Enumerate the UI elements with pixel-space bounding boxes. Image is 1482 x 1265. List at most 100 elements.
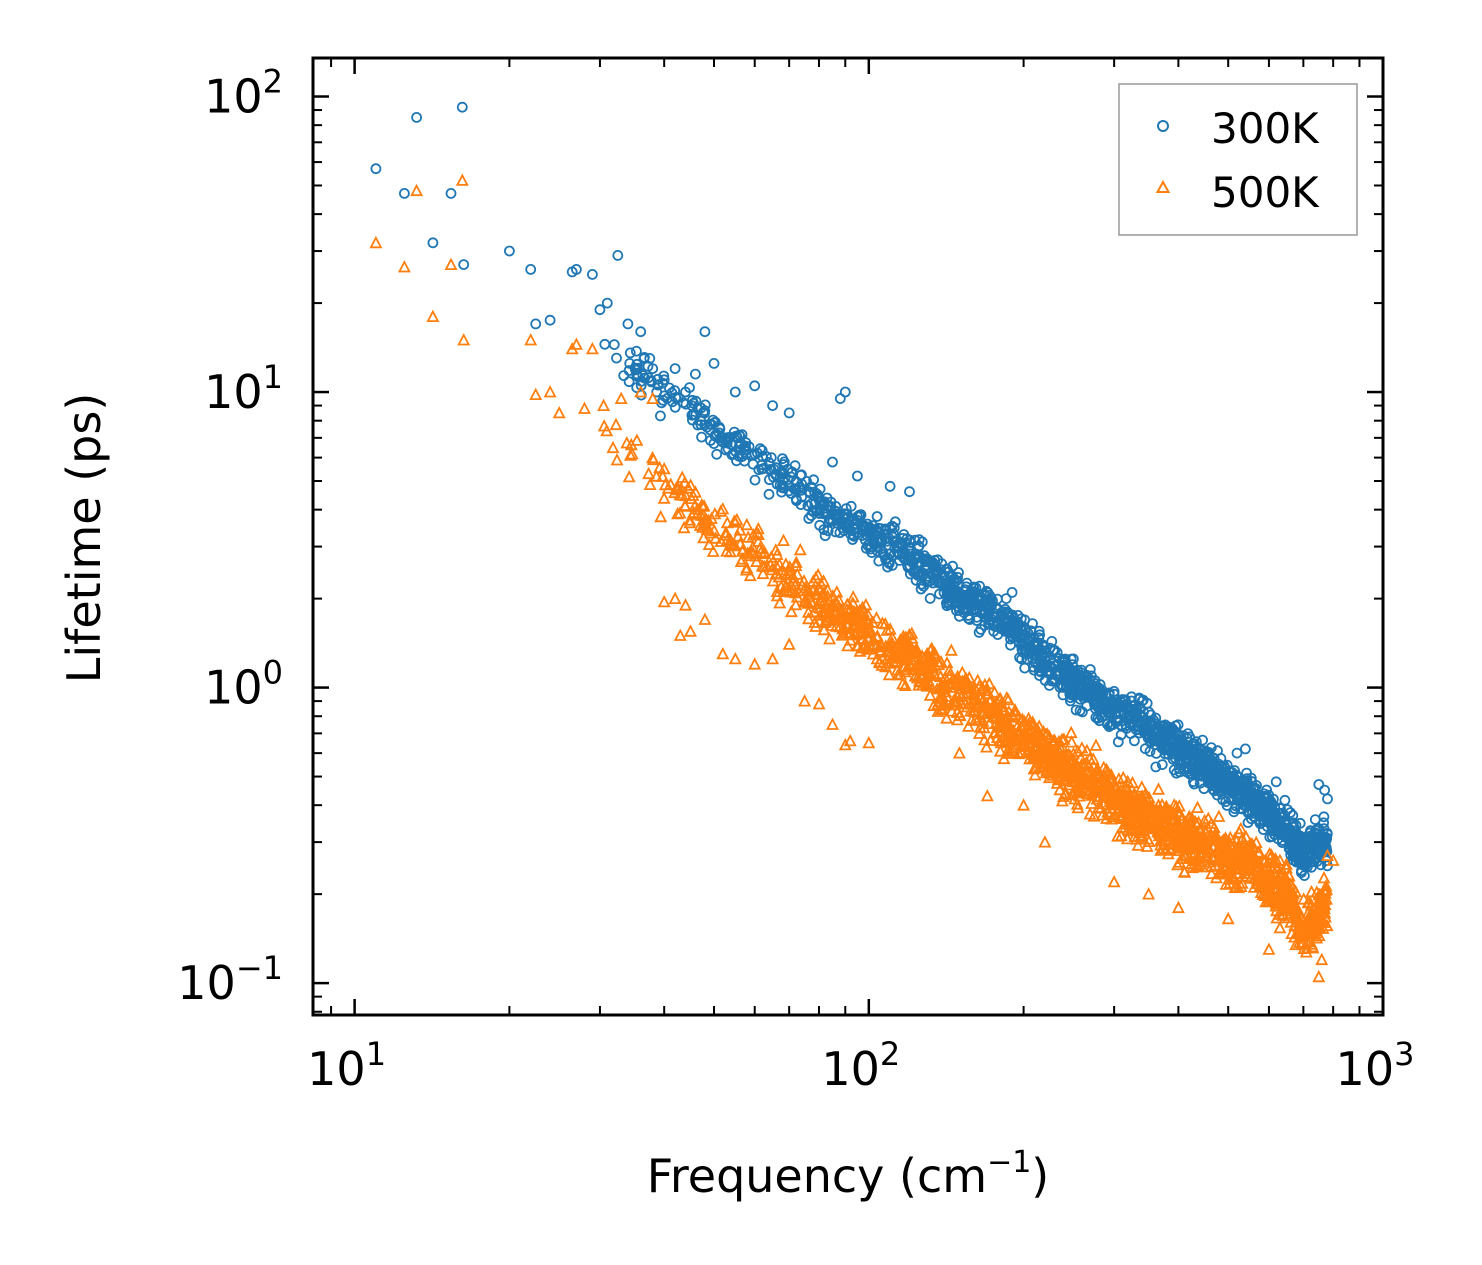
data-point-300k bbox=[872, 541, 883, 552]
data-point-500k bbox=[793, 542, 807, 556]
data-point-300k bbox=[873, 526, 885, 538]
data-point-500k bbox=[1171, 857, 1185, 871]
data-point-300k bbox=[808, 474, 819, 486]
data-point-300k bbox=[729, 386, 741, 398]
data-point-300k bbox=[669, 363, 681, 375]
data-point-300k bbox=[831, 511, 842, 523]
data-point-500k bbox=[841, 617, 855, 631]
data-point-500k bbox=[862, 735, 876, 749]
data-point-500k bbox=[524, 333, 538, 346]
data-point-500k bbox=[723, 537, 737, 551]
data-point-500k bbox=[1270, 911, 1284, 924]
data-point-300k bbox=[635, 326, 647, 338]
data-point-300k bbox=[1284, 824, 1296, 836]
data-point-300k bbox=[1157, 727, 1169, 739]
data-point-500k bbox=[975, 681, 989, 694]
data-point-500k bbox=[1256, 870, 1270, 883]
data-point-500k bbox=[909, 659, 923, 672]
data-point-300k bbox=[1108, 688, 1120, 700]
data-point-500k bbox=[657, 491, 671, 504]
data-point-500k bbox=[1167, 813, 1181, 827]
data-point-300k bbox=[696, 431, 707, 443]
data-point-300k bbox=[1161, 743, 1173, 754]
data-point-500k bbox=[883, 622, 897, 635]
data-point-300k bbox=[1212, 745, 1223, 757]
data-point-300k bbox=[1093, 684, 1105, 696]
data-point-500k bbox=[1028, 768, 1042, 781]
data-point-300k bbox=[941, 587, 953, 598]
data-point-500k bbox=[1030, 747, 1044, 760]
data-point-500k bbox=[683, 515, 697, 529]
data-point-300k bbox=[1035, 655, 1046, 666]
data-point-500k bbox=[740, 517, 754, 531]
data-point-300k bbox=[776, 482, 788, 493]
data-point-300k bbox=[1305, 844, 1317, 855]
data-point-500k bbox=[931, 697, 945, 710]
data-point-300k bbox=[1294, 817, 1306, 829]
data-point-300k bbox=[711, 448, 723, 460]
data-point-500k bbox=[1281, 894, 1295, 908]
data-point-500k bbox=[812, 697, 826, 710]
data-point-300k bbox=[655, 410, 666, 422]
data-point-500k bbox=[1221, 911, 1235, 925]
plot-frame bbox=[311, 56, 1385, 1017]
data-point-300k bbox=[1279, 794, 1291, 806]
data-point-500k bbox=[1205, 866, 1219, 880]
data-point-500k bbox=[746, 540, 760, 553]
data-point-300k bbox=[873, 555, 885, 567]
data-point-300k bbox=[850, 518, 862, 530]
data-point-500k bbox=[643, 477, 657, 491]
data-point-300k bbox=[1304, 830, 1316, 842]
data-point-500k bbox=[1088, 766, 1102, 779]
data-point-500k bbox=[1237, 856, 1251, 869]
data-point-500k bbox=[1129, 800, 1143, 813]
data-point-300k bbox=[1311, 823, 1323, 835]
data-point-500k bbox=[936, 679, 950, 692]
data-point-500k bbox=[1179, 842, 1193, 855]
data-point-300k bbox=[1190, 736, 1202, 748]
data-point-300k bbox=[643, 372, 654, 384]
data-point-500k bbox=[821, 583, 835, 596]
data-point-300k bbox=[827, 456, 838, 468]
data-point-500k bbox=[1121, 774, 1135, 787]
data-point-300k bbox=[1313, 779, 1325, 790]
data-point-500k bbox=[634, 385, 648, 398]
data-point-500k bbox=[731, 529, 745, 542]
data-point-500k bbox=[1183, 824, 1197, 837]
data-point-500k bbox=[1265, 848, 1278, 861]
data-point-500k bbox=[972, 710, 986, 723]
data-point-300k bbox=[1266, 825, 1278, 836]
data-point-500k bbox=[720, 515, 734, 529]
data-point-500k bbox=[835, 604, 849, 617]
data-point-500k bbox=[1085, 796, 1099, 809]
data-point-500k bbox=[728, 651, 742, 665]
data-point-500k bbox=[1264, 873, 1277, 887]
data-point-500k bbox=[578, 401, 591, 414]
data-point-500k bbox=[980, 788, 994, 802]
data-point-500k bbox=[1296, 924, 1310, 937]
data-point-500k bbox=[870, 638, 884, 652]
data-point-500k bbox=[1042, 770, 1056, 784]
data-point-500k bbox=[982, 716, 996, 729]
data-point-300k bbox=[1318, 811, 1330, 823]
data-point-500k bbox=[894, 667, 907, 680]
legend-label-300k: 300K bbox=[1211, 104, 1320, 153]
data-point-500k bbox=[1199, 834, 1213, 847]
data-point-500k bbox=[801, 605, 815, 618]
data-point-500k bbox=[1154, 843, 1168, 856]
data-point-300k bbox=[1240, 743, 1251, 755]
data-point-300k bbox=[1109, 709, 1121, 720]
data-point-500k bbox=[931, 704, 945, 717]
data-point-500k bbox=[746, 528, 760, 541]
data-point-300k bbox=[778, 459, 790, 470]
data-point-300k bbox=[1109, 699, 1121, 711]
data-point-500k bbox=[952, 746, 966, 759]
data-point-500k bbox=[797, 583, 810, 596]
data-point-500k bbox=[1082, 768, 1096, 781]
data-point-300k bbox=[1000, 623, 1012, 635]
data-point-300k bbox=[544, 314, 556, 326]
x-tick-label-base: 10 bbox=[307, 1042, 366, 1096]
data-point-300k bbox=[1318, 823, 1330, 834]
data-point-500k bbox=[1209, 870, 1223, 884]
data-point-500k bbox=[687, 505, 701, 518]
